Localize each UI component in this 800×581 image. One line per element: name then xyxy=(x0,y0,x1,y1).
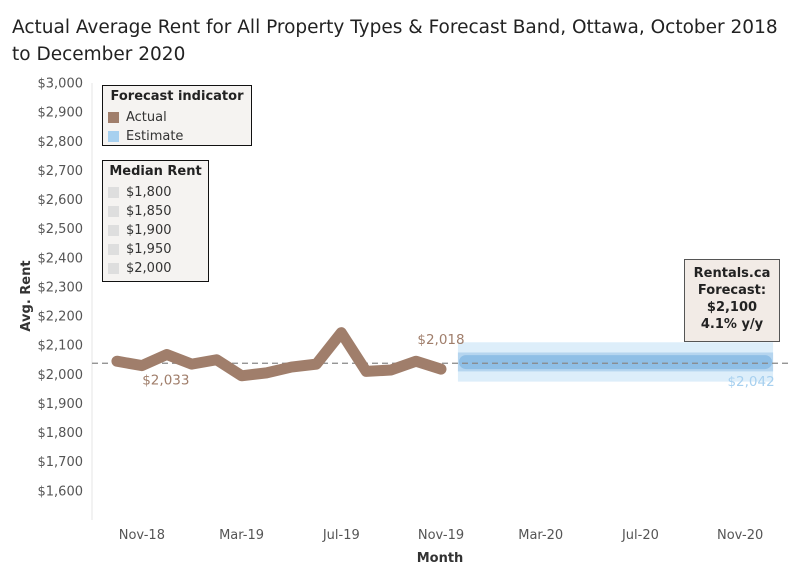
median-swatch xyxy=(108,187,119,198)
y-tick-label: $2,400 xyxy=(38,251,84,266)
median-legend-label: $1,900 xyxy=(126,223,172,238)
actual-data-point[interactable] xyxy=(264,370,269,375)
x-tick-label: Jul-20 xyxy=(621,528,659,543)
callout-line-value: $2,100 xyxy=(706,300,758,315)
actual-series-line xyxy=(111,327,447,382)
y-tick-label: $2,000 xyxy=(38,368,84,383)
median-legend-title: Median Rent xyxy=(109,164,202,179)
y-tick-label: $1,600 xyxy=(38,484,84,499)
legend-label-actual: Actual xyxy=(126,110,167,125)
data-annotations: $2,033 $2,018 $2,042 xyxy=(142,332,774,390)
chart-title: Actual Average Rent for All Property Typ… xyxy=(12,17,778,65)
estimate-band-layer xyxy=(457,342,774,382)
y-tick-label: $2,200 xyxy=(38,310,84,325)
actual-data-point[interactable] xyxy=(364,369,369,374)
y-tick-label: $2,500 xyxy=(38,222,84,237)
x-tick-label: Nov-18 xyxy=(119,528,165,543)
y-tick-label: $3,000 xyxy=(38,77,84,92)
x-tick-label: Nov-19 xyxy=(418,528,464,543)
data-label: $2,033 xyxy=(142,373,189,389)
x-tick-label: Mar-19 xyxy=(219,528,264,543)
actual-data-point[interactable] xyxy=(414,359,419,364)
median-legend-item[interactable]: $1,800 xyxy=(103,183,208,202)
actual-data-point[interactable] xyxy=(339,330,344,335)
legend-item-estimate[interactable]: Estimate xyxy=(103,127,251,146)
y-tick-label: $2,800 xyxy=(38,135,84,150)
x-tick-label: Jul-19 xyxy=(322,528,360,543)
actual-data-point[interactable] xyxy=(114,359,119,364)
data-label: $2,042 xyxy=(727,374,774,390)
y-tick-label: $2,700 xyxy=(38,164,84,179)
actual-data-point[interactable] xyxy=(164,352,169,357)
median-swatch xyxy=(108,263,119,274)
median-legend-item[interactable]: $1,850 xyxy=(103,202,208,221)
x-tick-label: Mar-20 xyxy=(518,528,563,543)
actual-data-point[interactable] xyxy=(439,367,443,372)
estimate-swatch xyxy=(108,131,119,142)
median-legend-item[interactable]: $2,000 xyxy=(103,259,208,278)
x-axis-ticks: Nov-18 Mar-19 Jul-19 Nov-19 Mar-20 Jul-20 Nov-… xyxy=(119,528,764,543)
y-tick-label: $2,100 xyxy=(38,339,84,354)
forecast-indicator-legend: Forecast indicator Actual Estimate xyxy=(102,85,252,146)
forecast-callout: Rentals.ca Forecast: $2,100 4.1% y/y xyxy=(684,259,780,342)
actual-data-point[interactable] xyxy=(389,367,394,372)
y-tick-label: $2,300 xyxy=(38,280,84,295)
actual-data-point[interactable] xyxy=(139,363,144,368)
x-axis-title: Month xyxy=(417,551,464,566)
actual-data-point[interactable] xyxy=(314,362,319,367)
callout-line-change: 4.1% y/y xyxy=(700,317,764,332)
y-tick-label: $1,800 xyxy=(38,426,84,441)
callout-line-label: Forecast: xyxy=(697,283,767,298)
actual-data-point[interactable] xyxy=(239,373,244,378)
median-legend-label: $1,950 xyxy=(126,242,172,257)
median-swatch xyxy=(108,206,119,217)
median-swatch xyxy=(108,225,119,236)
y-axis-ticks: $1,600 $1,700 $1,800 $1,900 $2,000 $2,100 $2,2… xyxy=(38,77,84,500)
x-tick-label: Nov-20 xyxy=(717,528,763,543)
median-legend-label: $2,000 xyxy=(126,261,172,276)
forecast-legend-title: Forecast indicator xyxy=(110,89,244,104)
legend-label-estimate: Estimate xyxy=(126,129,184,144)
median-swatch xyxy=(108,244,119,255)
median-legend-item[interactable]: $1,950 xyxy=(103,240,208,259)
y-tick-label: $1,900 xyxy=(38,397,84,412)
median-legend-label: $1,850 xyxy=(126,204,172,219)
y-tick-label: $2,900 xyxy=(38,106,84,121)
median-legend-label: $1,800 xyxy=(126,185,172,200)
legend-item-actual[interactable]: Actual xyxy=(103,108,251,127)
median-rent-legend: Median Rent $1,800 $1,850 $1,900 $1,950 … xyxy=(102,160,209,282)
actual-series-points xyxy=(114,330,443,378)
median-legend-item[interactable]: $1,900 xyxy=(103,221,208,240)
y-tick-label: $2,600 xyxy=(38,193,84,208)
actual-data-point[interactable] xyxy=(189,362,194,367)
actual-data-point[interactable] xyxy=(214,357,219,362)
actual-swatch xyxy=(108,112,119,123)
callout-line-source: Rentals.ca xyxy=(693,266,771,281)
y-axis-title: Avg. Rent xyxy=(19,260,34,331)
data-label: $2,018 xyxy=(417,332,464,348)
y-tick-label: $1,700 xyxy=(38,455,84,470)
actual-data-point[interactable] xyxy=(289,365,294,370)
